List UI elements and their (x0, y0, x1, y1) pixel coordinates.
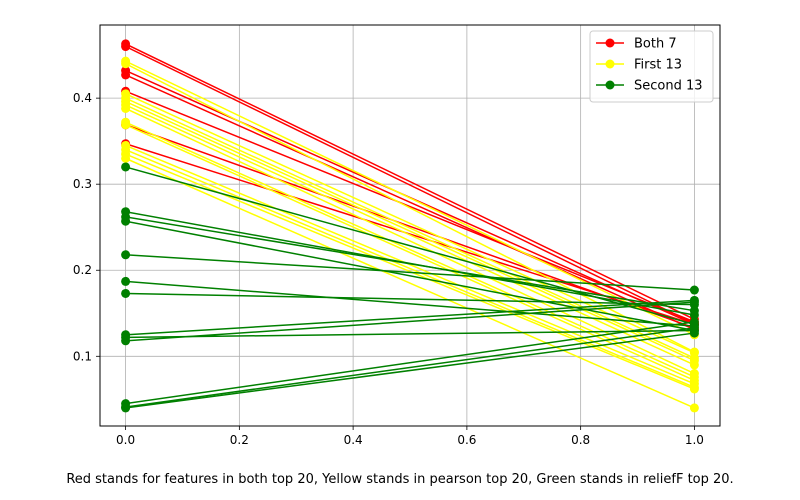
data-point (689, 328, 699, 338)
x-tick-label: 0.0 (116, 433, 135, 447)
data-point (121, 276, 131, 286)
y-tick-label: 0.1 (73, 349, 92, 363)
y-tick-label: 0.4 (73, 91, 92, 105)
data-point (689, 360, 699, 370)
series-line (125, 299, 695, 336)
series-line (125, 144, 695, 385)
data-point (689, 384, 699, 394)
legend-swatch-marker (605, 59, 615, 69)
chart-caption: Red stands for features in both top 20, … (66, 472, 734, 487)
data-point (121, 59, 131, 69)
series-line (125, 280, 695, 327)
series-line (125, 45, 695, 325)
data-point (121, 216, 131, 226)
series-line (125, 332, 695, 409)
series-line (125, 63, 695, 353)
plot-frame (99, 24, 721, 427)
x-tick-label: 0.6 (457, 433, 476, 447)
x-tick-label: 0.4 (344, 433, 363, 447)
series-line (125, 327, 695, 408)
legend: Both 7 First 13 Second 13 (589, 30, 714, 103)
series-line (125, 166, 695, 326)
series-line (125, 301, 695, 342)
data-point (121, 403, 131, 413)
legend-swatch-marker (605, 80, 615, 90)
legend-label: First 13 (634, 58, 682, 73)
series-first-13 (121, 56, 699, 413)
series-line (125, 107, 695, 375)
series-line (125, 43, 695, 320)
series-line (125, 157, 695, 409)
series-line (125, 321, 695, 405)
axis-ticks: 0.0 0.2 0.4 0.6 0.8 1.0 0.1 0.2 0.3 0.4 (73, 91, 704, 447)
series-line (125, 153, 695, 390)
data-point (121, 162, 131, 172)
series-line (125, 93, 695, 354)
x-tick-label: 0.8 (571, 433, 590, 447)
data-point (121, 250, 131, 260)
series-line (125, 292, 695, 306)
series-line (125, 220, 695, 332)
legend-label: Second 13 (634, 79, 703, 94)
series-line (125, 90, 695, 323)
data-point (121, 288, 131, 298)
data-point (121, 70, 131, 80)
plot-lines (121, 39, 699, 413)
series-line (125, 97, 695, 359)
data-point (121, 42, 131, 52)
y-tick-label: 0.3 (73, 177, 92, 191)
legend-label: Both 7 (634, 37, 677, 52)
data-point (121, 103, 131, 113)
series-line (125, 124, 695, 382)
data-point (121, 153, 131, 163)
series-line (125, 104, 695, 366)
series-line (125, 100, 695, 362)
data-point (689, 403, 699, 413)
data-point (689, 297, 699, 307)
series-line (125, 149, 695, 388)
series-second-13 (121, 162, 699, 413)
data-point (121, 336, 131, 346)
series-line (125, 216, 695, 312)
legend-swatch-marker (605, 38, 615, 48)
x-tick-label: 1.0 (685, 433, 704, 447)
data-point (121, 120, 131, 130)
series-line (125, 60, 695, 336)
series-line (125, 74, 695, 331)
series-line (125, 121, 695, 378)
data-point (689, 285, 699, 295)
x-tick-label: 0.2 (230, 433, 249, 447)
y-tick-label: 0.2 (73, 263, 92, 277)
series-line (125, 254, 695, 291)
chart: 0.0 0.2 0.4 0.6 0.8 1.0 0.1 0.2 0.3 0.4 Both 7 Fir… (73, 24, 721, 447)
series-line (125, 329, 695, 339)
